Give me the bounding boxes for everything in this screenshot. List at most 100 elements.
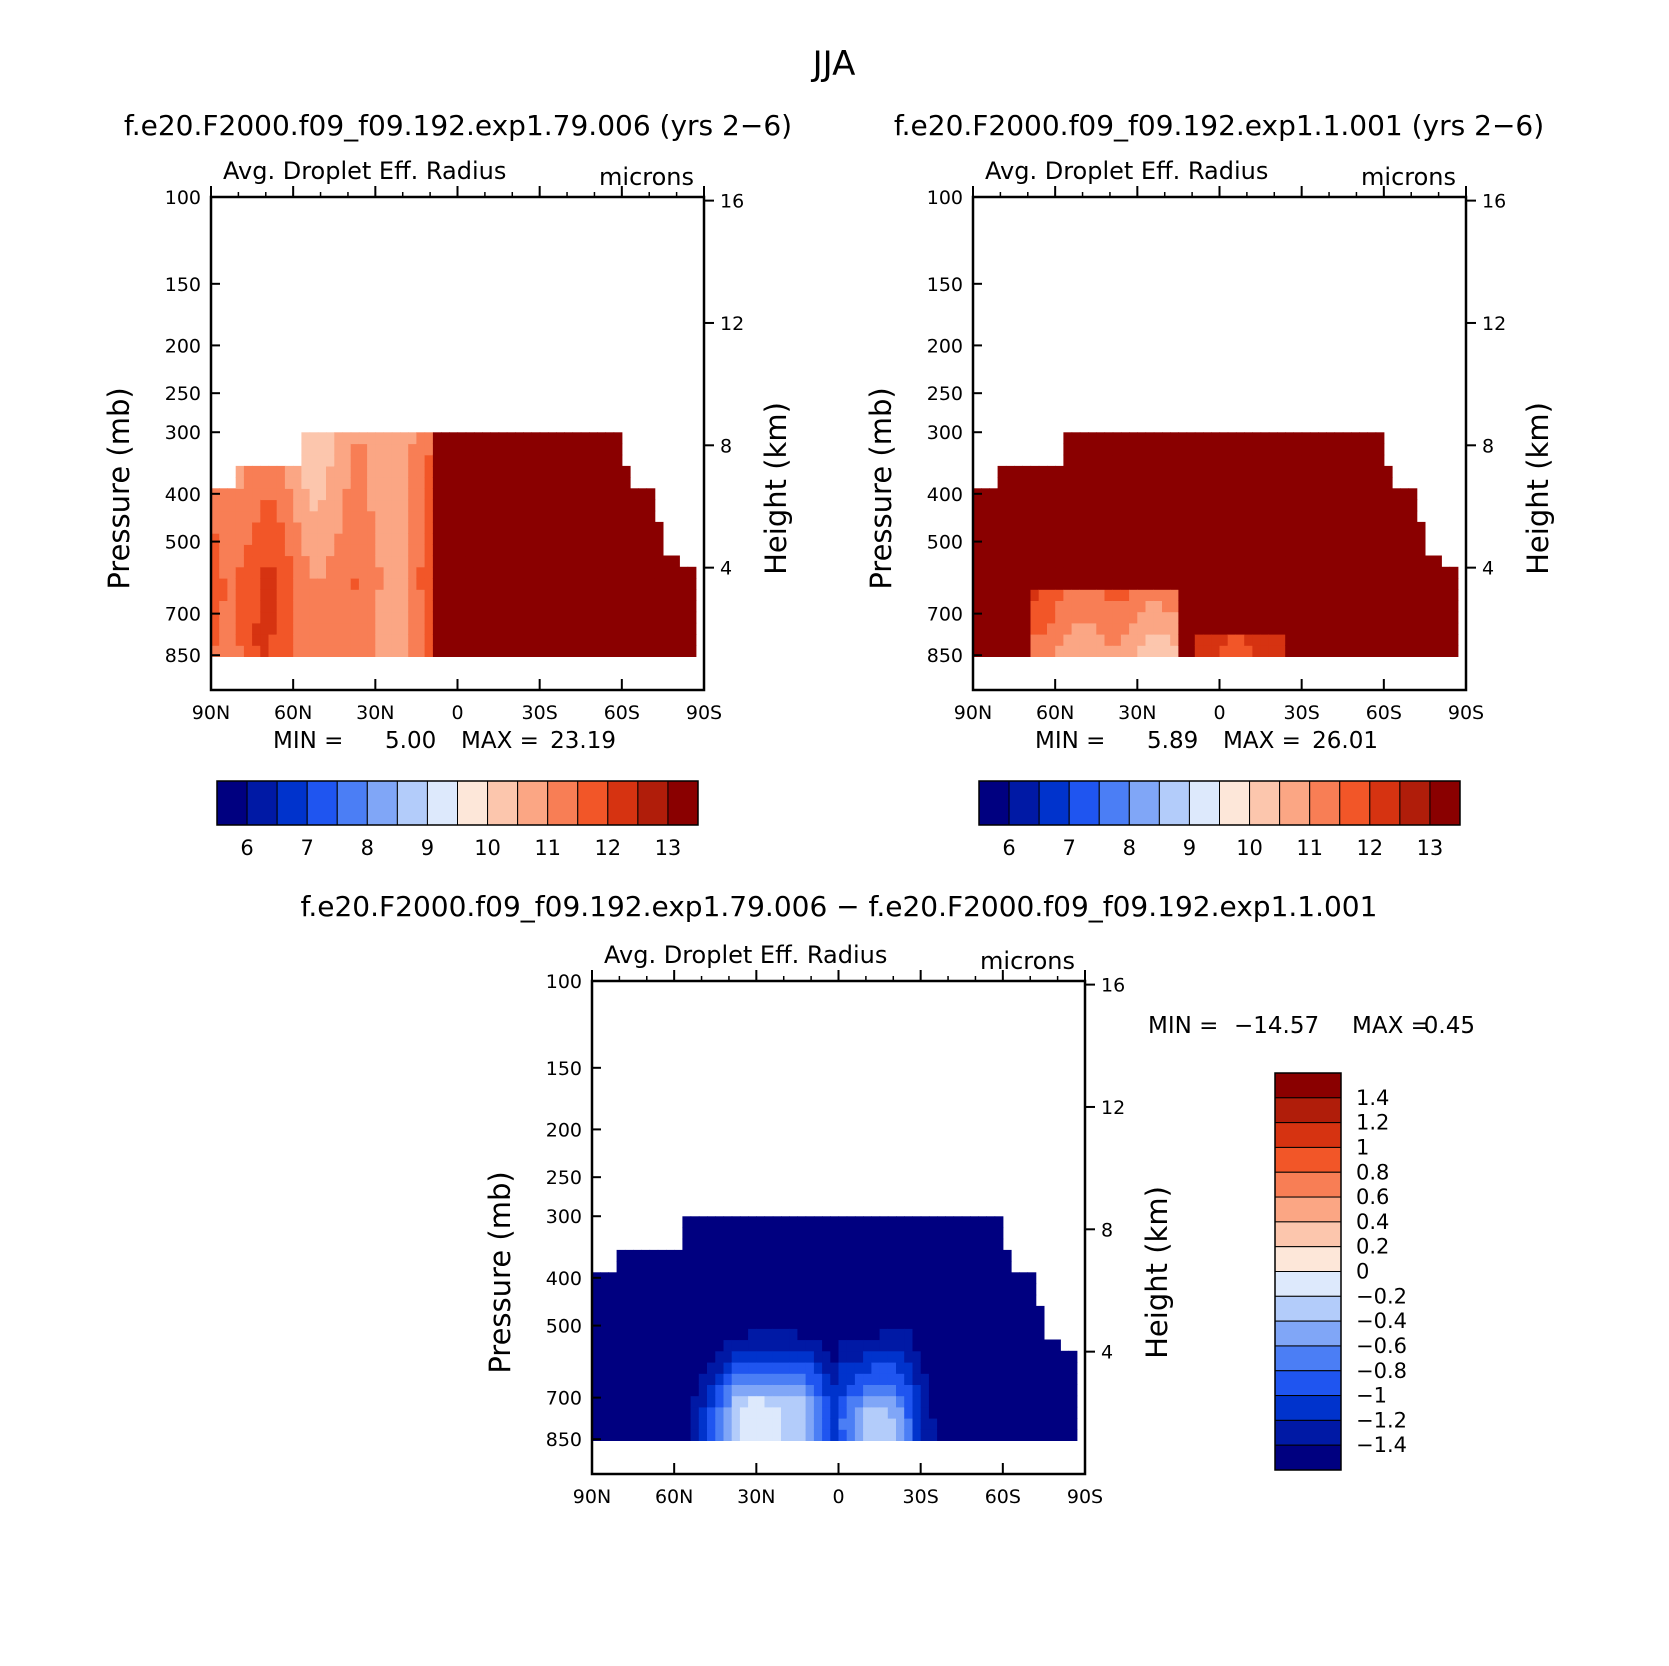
contour-cell bbox=[1079, 465, 1089, 478]
contour-cell bbox=[1120, 488, 1130, 501]
contour-cell bbox=[293, 566, 302, 579]
contour-cell bbox=[408, 544, 417, 557]
contour-cell bbox=[630, 533, 639, 545]
contour-cell bbox=[1071, 443, 1081, 456]
colorbar-label: 1.4 bbox=[1356, 1086, 1389, 1110]
contour-cell bbox=[981, 499, 990, 512]
contour-cell bbox=[887, 1238, 897, 1251]
contour-cell bbox=[375, 510, 385, 523]
contour-cell bbox=[1334, 533, 1344, 545]
contour-cell bbox=[1104, 521, 1114, 534]
units-label: microns bbox=[1361, 163, 1456, 191]
contour-cell bbox=[1359, 544, 1368, 557]
contour-cell bbox=[756, 1406, 766, 1419]
contour-cell bbox=[358, 443, 368, 456]
contour-cell bbox=[1383, 544, 1393, 557]
contour-cell bbox=[1351, 432, 1360, 445]
contour-cell bbox=[539, 521, 549, 534]
contour-cell bbox=[973, 499, 982, 512]
contour-cell bbox=[301, 589, 311, 601]
contour-cell bbox=[1367, 555, 1377, 568]
contour-cell bbox=[937, 1227, 946, 1240]
contour-cell bbox=[416, 454, 426, 467]
colorbar-box bbox=[1274, 1171, 1342, 1198]
contour-cell bbox=[822, 1395, 831, 1408]
contour-cell bbox=[276, 622, 286, 635]
contour-cell bbox=[1375, 432, 1385, 445]
contour-cell bbox=[1162, 634, 1171, 646]
colorbar-box bbox=[1274, 1196, 1342, 1223]
contour-cell bbox=[986, 1216, 996, 1229]
contour-cell bbox=[334, 510, 344, 523]
contour-cell bbox=[1400, 600, 1410, 613]
contour-cell bbox=[1441, 645, 1451, 657]
contour-cell bbox=[666, 1272, 675, 1285]
contour-cell bbox=[986, 1418, 996, 1430]
contour-cell bbox=[424, 611, 434, 624]
contour-cell bbox=[1137, 566, 1147, 579]
contour-cell bbox=[1318, 645, 1327, 657]
contour-cell bbox=[937, 1373, 946, 1385]
contour-cell bbox=[1022, 510, 1032, 523]
contour-cell bbox=[219, 488, 228, 501]
contour-cell bbox=[284, 578, 294, 590]
contour-cell bbox=[1367, 510, 1377, 523]
contour-cell bbox=[871, 1283, 881, 1296]
contour-cell bbox=[441, 510, 450, 523]
contour-cell bbox=[981, 578, 990, 590]
contour-cell bbox=[268, 566, 278, 579]
contour-cell bbox=[572, 443, 582, 456]
contour-cell bbox=[978, 1227, 987, 1240]
contour-cell bbox=[1211, 566, 1221, 579]
contour-cell bbox=[731, 1261, 741, 1273]
contour-cell bbox=[1400, 634, 1410, 646]
contour-cell bbox=[1424, 611, 1434, 624]
contour-cell bbox=[1104, 499, 1114, 512]
contour-cell bbox=[211, 521, 220, 534]
contour-cell bbox=[531, 622, 541, 635]
contour-cell bbox=[961, 1395, 971, 1408]
contour-cell bbox=[1293, 611, 1303, 624]
colorbar-box bbox=[637, 780, 669, 826]
contour-cell bbox=[731, 1317, 741, 1329]
contour-cell bbox=[1096, 465, 1106, 478]
contour-cell bbox=[506, 488, 516, 501]
contour-cell bbox=[912, 1362, 922, 1374]
contour-cell bbox=[1112, 600, 1122, 613]
contour-cell bbox=[1162, 544, 1171, 557]
contour-cell bbox=[572, 465, 582, 478]
contour-cell bbox=[1342, 645, 1352, 657]
contour-cell bbox=[441, 454, 450, 467]
contour-cell bbox=[539, 477, 549, 489]
contour-cell bbox=[1035, 1395, 1045, 1408]
contour-cell bbox=[748, 1362, 757, 1374]
contour-cell bbox=[1244, 634, 1253, 646]
x-tick-label: 60S bbox=[985, 1486, 1021, 1508]
contour-cell bbox=[1027, 1418, 1037, 1430]
colorbar-frame bbox=[1274, 1072, 1342, 1471]
contour-cell bbox=[1060, 1350, 1070, 1363]
contour-cell bbox=[317, 465, 327, 478]
contour-cell bbox=[416, 510, 426, 523]
contour-cell bbox=[391, 555, 401, 568]
contour-cell bbox=[624, 1249, 634, 1262]
contour-cell bbox=[723, 1418, 733, 1430]
contour-cell bbox=[1055, 465, 1064, 478]
contour-cell bbox=[1277, 600, 1286, 613]
contour-cell bbox=[589, 533, 598, 545]
contour-cell bbox=[1301, 477, 1311, 489]
contour-cell bbox=[432, 443, 442, 456]
contour-cell bbox=[920, 1238, 930, 1251]
contour-cell bbox=[1309, 645, 1319, 657]
contour-cell bbox=[211, 634, 220, 646]
contour-cell bbox=[608, 1294, 618, 1307]
contour-cell bbox=[1424, 600, 1434, 613]
contour-cell bbox=[613, 521, 623, 534]
contour-cell bbox=[539, 465, 549, 478]
contour-cell bbox=[1449, 634, 1459, 646]
contour-cell bbox=[830, 1305, 840, 1318]
contour-cell bbox=[616, 1305, 626, 1318]
contour-cell bbox=[756, 1216, 766, 1229]
contour-cell bbox=[1055, 566, 1064, 579]
contour-cell bbox=[970, 1406, 979, 1419]
